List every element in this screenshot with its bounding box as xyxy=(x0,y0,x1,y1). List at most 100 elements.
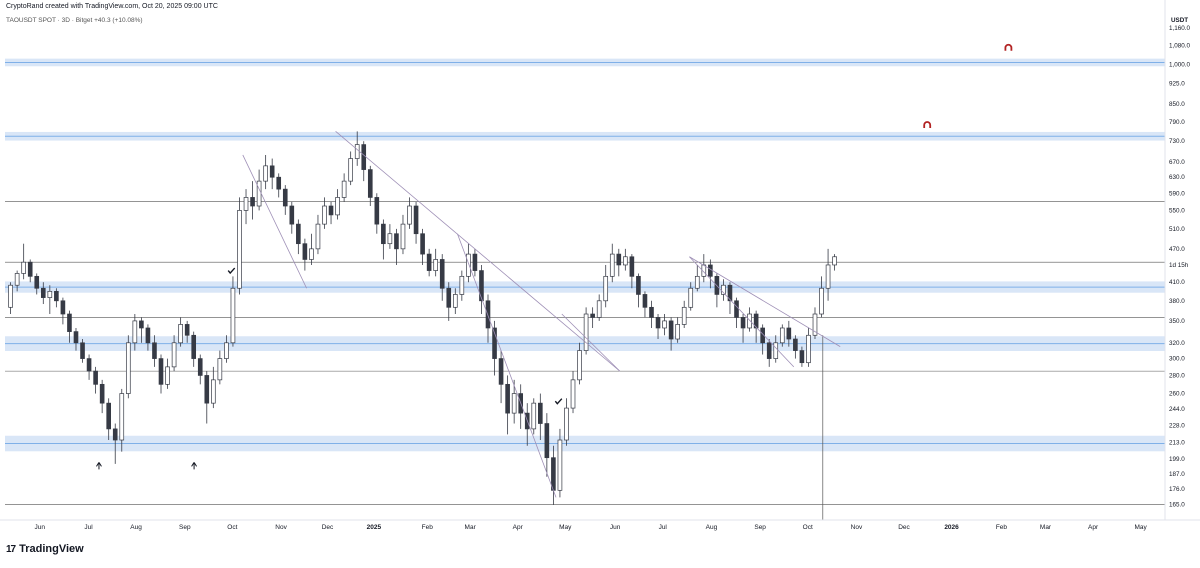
candle-body xyxy=(178,324,183,344)
x-tick-label: Jun xyxy=(610,524,621,531)
x-tick-label: Apr xyxy=(1088,524,1099,531)
candle-body xyxy=(531,402,537,430)
x-tick-label: Apr xyxy=(513,524,524,531)
checkmark-icon xyxy=(227,267,236,275)
candle-body xyxy=(596,300,602,318)
x-tick-label: 2025 xyxy=(367,524,382,531)
candle-body xyxy=(296,223,301,245)
candle-body xyxy=(158,358,164,385)
candle-body xyxy=(734,300,739,318)
candle-body xyxy=(492,327,497,359)
candle-body xyxy=(40,287,46,298)
candle-body xyxy=(394,233,399,250)
candle-body xyxy=(479,270,484,302)
x-tick-label: Aug xyxy=(130,524,142,531)
x-tick-label: Aug xyxy=(706,524,718,531)
candle-body xyxy=(119,393,125,441)
candle-body xyxy=(747,313,752,329)
y-tick-label: 510.0 xyxy=(1169,226,1185,233)
candle-body xyxy=(47,290,53,298)
candle-body xyxy=(322,205,327,225)
magnet-icon xyxy=(923,121,932,129)
candle-body xyxy=(21,261,26,274)
candle-body xyxy=(819,287,824,315)
candle-body xyxy=(538,402,543,424)
x-tick-label: Jun xyxy=(35,524,46,531)
candle-body xyxy=(740,317,746,329)
candle-body xyxy=(544,423,550,459)
y-tick-label: 850.0 xyxy=(1169,101,1185,108)
candle-body xyxy=(505,383,510,414)
candle-body xyxy=(590,313,595,318)
y-tick-label: 350.0 xyxy=(1169,318,1185,325)
candle-body xyxy=(688,287,694,308)
candle-body xyxy=(466,253,471,277)
magnet-icon xyxy=(1004,43,1013,51)
candle-body xyxy=(165,366,170,385)
candle-body xyxy=(60,300,66,315)
candle-body xyxy=(812,313,818,336)
candle-body xyxy=(825,264,831,289)
candle-body xyxy=(93,370,98,385)
candle-body xyxy=(616,253,622,266)
candle-body xyxy=(361,144,367,170)
candle-body xyxy=(446,287,452,308)
candle-body xyxy=(668,320,674,340)
candle-body xyxy=(328,205,334,216)
price-change: +40.3 (+10.08%) xyxy=(94,17,143,24)
candle-body xyxy=(315,223,321,250)
candle-body xyxy=(348,158,353,182)
candle-body xyxy=(557,439,563,491)
x-tick-label: May xyxy=(1134,524,1147,531)
candle-body xyxy=(217,358,223,381)
y-tick-label: 165.0 xyxy=(1169,502,1185,509)
y-tick-label: 590.0 xyxy=(1169,190,1185,197)
x-tick-label: 2026 xyxy=(944,524,959,531)
candle-body xyxy=(184,324,190,336)
candle-body xyxy=(655,317,661,329)
candle-body xyxy=(34,275,40,289)
x-tick-label: Nov xyxy=(851,524,863,531)
candle-body xyxy=(433,259,438,271)
candle-body xyxy=(54,290,59,302)
x-tick-label: May xyxy=(559,524,572,531)
y-tick-label: 670.0 xyxy=(1169,159,1185,166)
candle-body xyxy=(263,165,268,182)
candle-body xyxy=(302,243,308,260)
candle-body xyxy=(354,144,360,159)
candle-body xyxy=(721,284,726,295)
candle-body xyxy=(485,300,491,329)
checkmark-icon xyxy=(554,398,563,405)
arrow-up-icon xyxy=(191,462,198,470)
candle-body xyxy=(760,327,765,344)
tradingview-brand[interactable]: 17 TradingView xyxy=(6,543,84,555)
candle-body xyxy=(786,327,792,340)
candle-body xyxy=(374,197,380,225)
y-tick-label: 1,080.0 xyxy=(1169,42,1191,49)
candle-body xyxy=(381,223,386,245)
candle-body xyxy=(708,264,713,277)
candle-body xyxy=(452,294,458,308)
candle-body xyxy=(204,375,210,404)
candle-body xyxy=(766,342,772,359)
candle-body xyxy=(80,342,85,359)
x-tick-label: Feb xyxy=(422,524,434,531)
candle-body xyxy=(472,253,478,271)
candle-body xyxy=(282,188,288,207)
candle-body xyxy=(132,320,138,344)
candle-body xyxy=(779,327,785,344)
y-tick-label: 410.0 xyxy=(1169,279,1185,286)
tradingview-logo-icon: 17 xyxy=(6,543,16,555)
symbol-info: TAOUSDT SPOT · 3D · Bitget +40.3 (+10.08… xyxy=(6,17,143,24)
candle-body xyxy=(387,233,393,245)
candle-body xyxy=(459,275,465,295)
candle-body xyxy=(145,327,151,344)
candle-body xyxy=(171,342,177,368)
candle-body xyxy=(642,294,648,308)
candle-body xyxy=(413,205,419,235)
candle-body xyxy=(753,313,759,329)
y-tick-label: 630.0 xyxy=(1169,174,1185,181)
y-tick-label: 199.0 xyxy=(1169,456,1185,463)
